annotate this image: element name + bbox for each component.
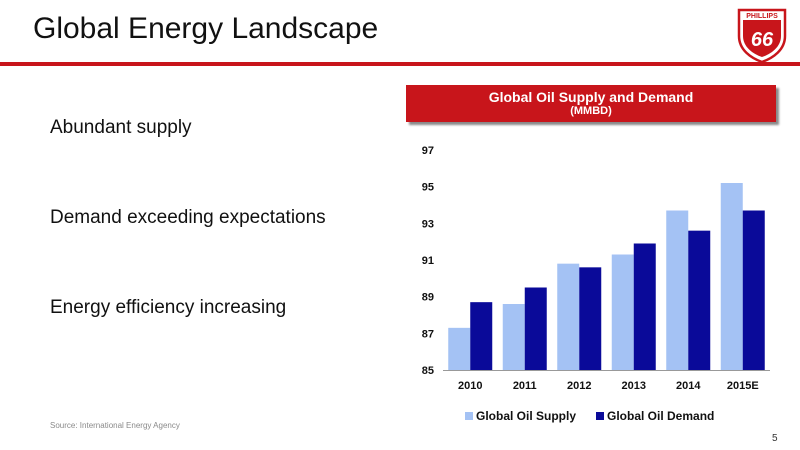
page-number: 5 xyxy=(772,433,778,444)
bullet-demand-exceeding: Demand exceeding expectations xyxy=(50,207,326,228)
x-tick-label: 2012 xyxy=(567,380,591,392)
supply-bar xyxy=(557,263,580,370)
y-tick-label: 93 xyxy=(422,218,434,230)
demand-bar xyxy=(470,302,493,370)
supply-bar xyxy=(448,327,471,370)
demand-bar xyxy=(688,230,711,370)
y-tick-label: 87 xyxy=(422,328,434,340)
x-tick-label: 2013 xyxy=(622,380,646,392)
demand-bar xyxy=(742,210,765,370)
legend-swatch-demand xyxy=(596,412,604,420)
logo-text: PHILLIPS xyxy=(746,13,778,20)
legend-swatch-supply xyxy=(465,412,473,420)
title-divider xyxy=(0,62,800,66)
y-tick-label: 89 xyxy=(422,292,434,304)
y-tick-label: 85 xyxy=(422,365,434,377)
demand-bar xyxy=(524,287,547,370)
x-tick-label: 2015E xyxy=(727,380,759,392)
supply-bar xyxy=(502,304,525,370)
chart-header: Global Oil Supply and Demand (MMBD) xyxy=(406,85,776,122)
chart-title: Global Oil Supply and Demand xyxy=(488,89,694,105)
y-tick-label: 97 xyxy=(422,145,434,157)
supply-bar xyxy=(720,183,743,370)
x-tick-label: 2010 xyxy=(458,380,482,392)
y-tick-label: 95 xyxy=(422,182,434,194)
bullet-abundant-supply: Abundant supply xyxy=(50,117,192,138)
supply-bar xyxy=(611,254,634,370)
source-note: Source: International Energy Agency xyxy=(50,421,180,430)
demand-bar xyxy=(579,267,602,370)
bullet-energy-efficiency: Energy efficiency increasing xyxy=(50,297,287,318)
supply-bar xyxy=(666,210,689,370)
demand-bar xyxy=(633,243,656,370)
legend-label-supply: Global Oil Supply xyxy=(476,409,576,423)
phillips-66-logo: PHILLIPS 66 xyxy=(737,8,787,64)
page-title: Global Energy Landscape xyxy=(33,12,379,45)
chart-subtitle: (MMBD) xyxy=(570,105,612,117)
x-tick-label: 2014 xyxy=(676,380,701,392)
x-tick-label: 2011 xyxy=(513,380,537,392)
y-tick-label: 91 xyxy=(422,255,434,267)
legend-label-demand: Global Oil Demand xyxy=(607,409,714,423)
logo-number: 66 xyxy=(751,29,774,51)
